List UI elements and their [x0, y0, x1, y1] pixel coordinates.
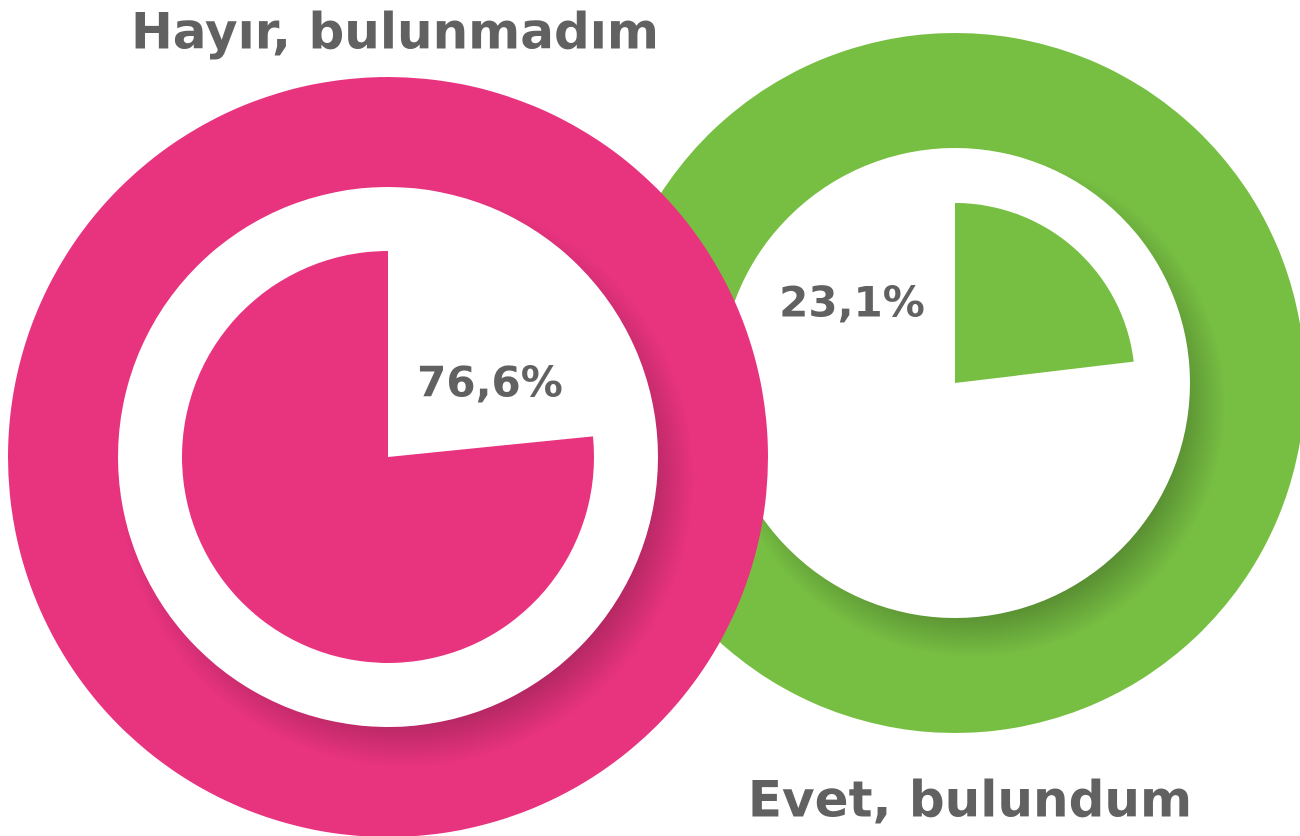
pie-slice — [955, 203, 1134, 383]
pie-slice — [182, 251, 594, 664]
value-label: 23,1% — [779, 278, 925, 327]
chart-title: Hayır, bulunmadım — [131, 3, 659, 61]
value-label: 76,6% — [417, 358, 563, 407]
chart-title: Evet, bulundum — [748, 771, 1192, 829]
